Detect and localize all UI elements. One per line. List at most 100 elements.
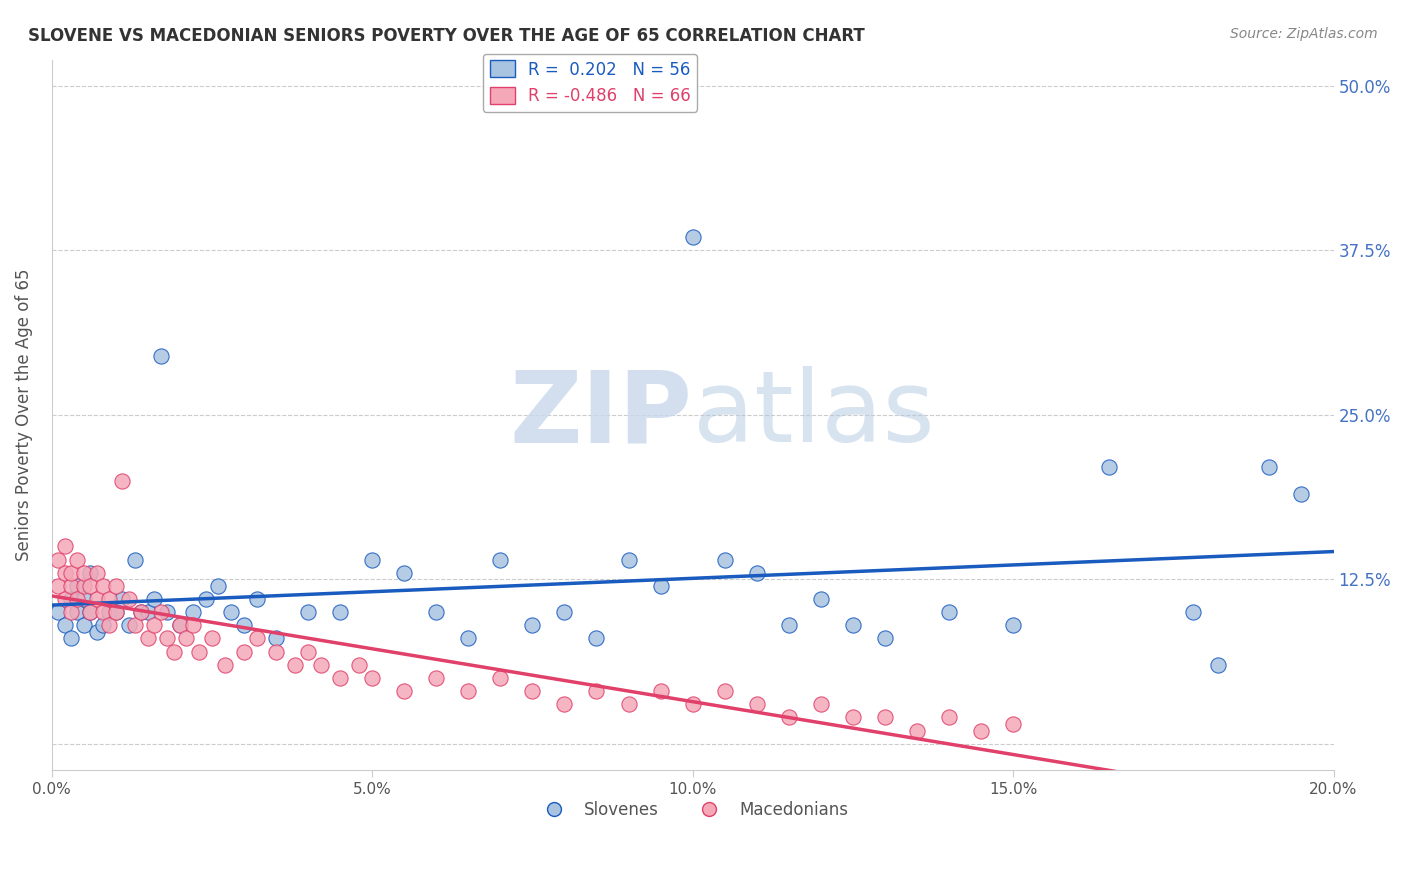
Point [457, 684, 479, 698]
Point [1002, 618, 1025, 632]
Point [79, 605, 101, 619]
Point [118, 618, 141, 632]
Text: Source: ZipAtlas.com: Source: ZipAtlas.com [1230, 27, 1378, 41]
Point [73, 618, 96, 632]
Point [329, 671, 352, 685]
Point [136, 632, 159, 646]
Point [246, 591, 269, 606]
Point [59, 579, 82, 593]
Point [98, 605, 121, 619]
Point [682, 230, 704, 244]
Point [86, 624, 108, 639]
Point [309, 657, 332, 672]
Point [650, 579, 672, 593]
Point [73, 591, 96, 606]
Point [585, 684, 607, 698]
Point [162, 644, 184, 658]
Point [284, 657, 307, 672]
Point [53, 540, 76, 554]
Point [136, 605, 159, 619]
Point [207, 579, 229, 593]
Point [425, 671, 447, 685]
Point [394, 684, 416, 698]
Point [143, 618, 166, 632]
Point [246, 632, 269, 646]
Point [79, 579, 101, 593]
Point [59, 632, 82, 646]
Point [53, 618, 76, 632]
Point [149, 605, 172, 619]
Point [1291, 487, 1313, 501]
Point [810, 591, 832, 606]
Point [297, 644, 319, 658]
Point [214, 657, 236, 672]
Point [938, 710, 960, 724]
Point [810, 697, 832, 711]
Point [149, 349, 172, 363]
Point [349, 657, 371, 672]
Point [264, 644, 287, 658]
Point [181, 605, 204, 619]
Point [73, 566, 96, 580]
Point [778, 710, 800, 724]
Point [425, 605, 447, 619]
Point [59, 591, 82, 606]
Point [873, 710, 896, 724]
Point [842, 618, 865, 632]
Point [91, 618, 114, 632]
Point [219, 605, 242, 619]
Point [745, 566, 768, 580]
Text: atlas: atlas [693, 367, 934, 463]
Point [1002, 717, 1025, 731]
Point [181, 618, 204, 632]
Point [46, 552, 69, 566]
Point [156, 605, 179, 619]
Point [176, 632, 198, 646]
Point [111, 474, 134, 488]
Point [98, 591, 121, 606]
Point [156, 632, 179, 646]
Point [682, 697, 704, 711]
Point [233, 618, 256, 632]
Point [905, 723, 928, 738]
Point [553, 697, 575, 711]
Point [489, 671, 512, 685]
Point [970, 723, 993, 738]
Point [59, 566, 82, 580]
Point [53, 566, 76, 580]
Point [79, 566, 101, 580]
Point [188, 644, 211, 658]
Point [553, 605, 575, 619]
Point [143, 591, 166, 606]
Point [131, 605, 153, 619]
Point [522, 618, 544, 632]
Point [361, 552, 384, 566]
Point [91, 605, 114, 619]
Point [73, 579, 96, 593]
Point [124, 552, 146, 566]
Point [66, 605, 89, 619]
Point [86, 566, 108, 580]
Point [131, 605, 153, 619]
Point [873, 632, 896, 646]
Point [842, 710, 865, 724]
Point [98, 618, 121, 632]
Point [66, 552, 89, 566]
Point [59, 605, 82, 619]
Legend: Slovenes, Macedonians: Slovenes, Macedonians [530, 794, 855, 826]
Point [104, 605, 127, 619]
Point [104, 579, 127, 593]
Point [745, 697, 768, 711]
Point [111, 591, 134, 606]
Point [79, 605, 101, 619]
Point [66, 591, 89, 606]
Point [264, 632, 287, 646]
Point [522, 684, 544, 698]
Point [394, 566, 416, 580]
Point [617, 697, 640, 711]
Point [1098, 460, 1121, 475]
Point [713, 684, 735, 698]
Point [233, 644, 256, 658]
Point [201, 632, 224, 646]
Point [91, 579, 114, 593]
